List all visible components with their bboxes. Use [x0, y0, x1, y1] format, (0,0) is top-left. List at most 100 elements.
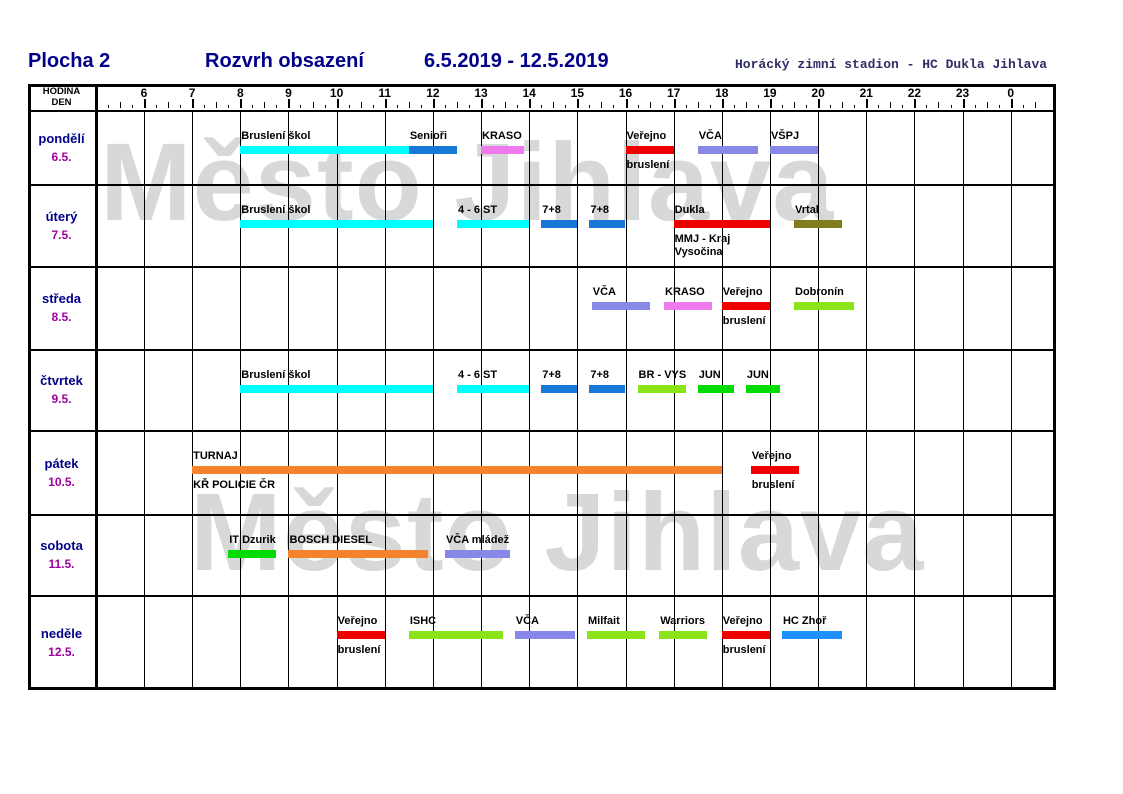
tick-mark: [360, 102, 362, 108]
event-label: 7+8: [542, 204, 561, 216]
event-bar: [769, 146, 819, 154]
event-bar: [673, 220, 770, 228]
tick-mark: [781, 105, 783, 108]
event-label: VČA: [698, 130, 722, 142]
hour-tick-label: 0: [1007, 86, 1015, 100]
event-label: KRASO: [665, 286, 705, 298]
tick-mark: [119, 102, 121, 108]
event-bar: [240, 220, 433, 228]
event-label: ISHC: [409, 615, 437, 627]
row-divider: [28, 184, 1056, 186]
hour-gridline: [1010, 112, 1012, 690]
event-label: Veřejno: [722, 615, 763, 627]
row-divider: [28, 266, 1056, 268]
tick-mark: [240, 99, 243, 108]
hour-gridline: [866, 112, 868, 690]
event-label: VČA mládež: [445, 534, 510, 546]
row-divider: [28, 430, 1056, 432]
day-date: 10.5.: [48, 474, 75, 489]
event-label: VŠPJ: [770, 130, 800, 142]
hour-tick-label: 16: [618, 86, 633, 100]
tick-mark: [481, 99, 484, 108]
tick-mark: [866, 99, 869, 108]
tick-mark: [264, 102, 266, 108]
day-name: neděle: [40, 626, 83, 641]
tick-mark: [192, 99, 195, 108]
day-label-cell: pondělí 6.5.: [28, 110, 95, 184]
hour-gridline: [721, 112, 723, 690]
tick-mark: [794, 102, 796, 108]
row-divider: [28, 595, 1056, 597]
hour-gridline: [673, 112, 675, 690]
event-sublabel: bruslení: [722, 644, 766, 656]
event-bar: [721, 631, 770, 639]
event-label: IT Dzurik: [229, 534, 276, 546]
hour-gridline: [192, 112, 194, 690]
tick-mark: [637, 105, 639, 108]
day-column-divider: [95, 84, 98, 690]
tick-mark: [1034, 102, 1036, 108]
event-bar: [745, 385, 780, 393]
event-label: Veřejno: [751, 450, 792, 462]
day-name: čtvrtek: [40, 373, 83, 388]
event-bar: [586, 631, 645, 639]
tick-mark: [745, 102, 747, 108]
event-label: VČA: [515, 615, 539, 627]
event-sublabel: bruslení: [626, 159, 670, 171]
header-divider: [28, 110, 1056, 112]
tick-mark: [818, 99, 821, 108]
hour-gridline: [769, 112, 771, 690]
tick-mark: [541, 105, 543, 108]
event-bar: [697, 146, 758, 154]
hour-tick-label: 13: [474, 86, 488, 100]
hour-tick-label: 21: [859, 86, 873, 100]
tick-mark: [131, 105, 133, 108]
tick-mark: [565, 105, 567, 108]
hour-tick-label: 6: [140, 86, 148, 100]
event-bar: [456, 220, 530, 228]
event-label: 7+8: [542, 369, 561, 381]
tick-mark: [757, 105, 759, 108]
event-bar: [192, 466, 722, 474]
tick-mark: [613, 105, 615, 108]
row-divider: [28, 349, 1056, 351]
tick-mark: [902, 105, 904, 108]
tick-mark: [986, 102, 988, 108]
tick-mark: [589, 105, 591, 108]
watermark-text: Město Jihlava: [190, 471, 925, 594]
hour-tick-label: 11: [378, 86, 392, 100]
event-label: JUN: [698, 369, 721, 381]
hour-gridline: [577, 112, 579, 690]
tick-mark: [396, 105, 398, 108]
day-label-cell: středa 8.5.: [28, 266, 95, 349]
tick-mark: [854, 105, 856, 108]
tick-mark: [577, 99, 580, 108]
tick-mark: [890, 102, 892, 108]
watermark-text: Město Jihlava: [100, 121, 835, 244]
tick-mark: [998, 105, 1000, 108]
hour-gridline: [384, 112, 386, 690]
tick-mark: [733, 105, 735, 108]
tick-mark: [721, 99, 724, 108]
event-bar: [697, 385, 734, 393]
event-bar: [637, 385, 686, 393]
tick-mark: [914, 99, 917, 108]
event-bar: [481, 146, 525, 154]
day-date: 6.5.: [51, 149, 72, 164]
event-label: Warriors: [660, 615, 706, 627]
hour-tick-label: 23: [955, 86, 970, 100]
day-date: 7.5.: [51, 227, 72, 242]
hour-gridline: [481, 112, 483, 690]
event-label: KRASO: [482, 130, 522, 142]
event-bar: [541, 220, 578, 228]
event-bar: [781, 631, 843, 639]
event-bar: [336, 631, 385, 639]
event-sublabel: bruslení: [751, 479, 795, 491]
hour-gridline: [625, 112, 627, 690]
hour-tick-label: 8: [236, 86, 244, 100]
corner-den-label: DEN: [51, 97, 72, 108]
hour-gridline: [529, 112, 531, 690]
tick-mark: [962, 99, 965, 108]
event-label: 4 - 6 ST: [457, 204, 498, 216]
row-divider: [28, 514, 1056, 516]
